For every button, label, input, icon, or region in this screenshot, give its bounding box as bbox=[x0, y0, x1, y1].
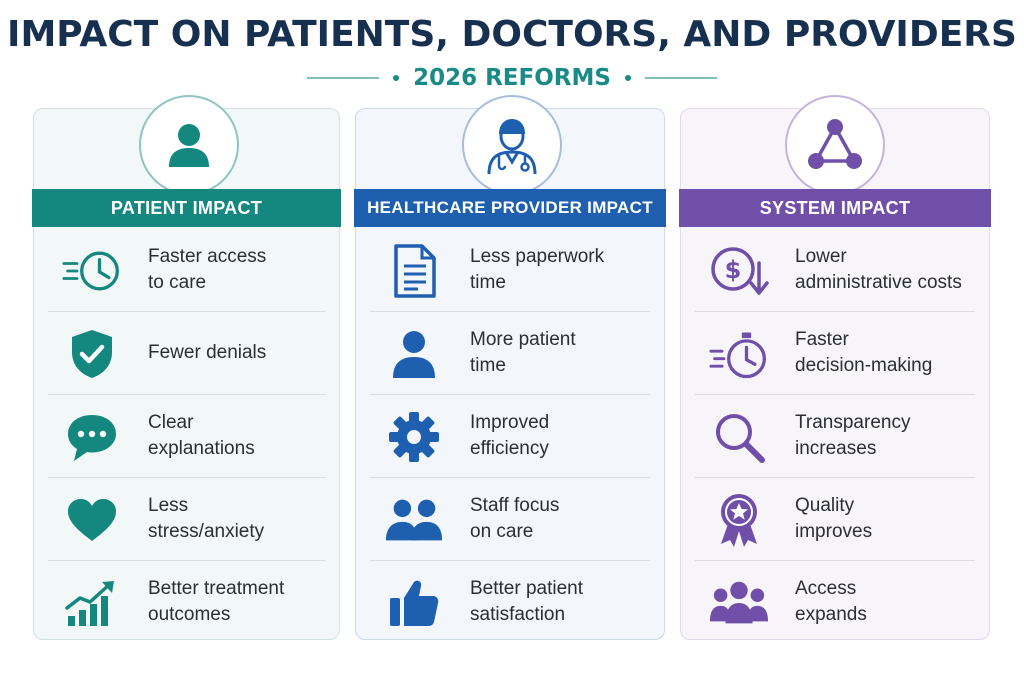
item-text: Faster access to care bbox=[148, 246, 267, 293]
thumbs-up-icon bbox=[384, 577, 444, 629]
divider-left bbox=[307, 77, 380, 79]
item-text: Better treatment outcomes bbox=[148, 578, 285, 625]
patient-impact-list: Faster access to care Fewer denials bbox=[48, 229, 325, 643]
item-text: Transparency increases bbox=[795, 412, 911, 459]
list-item: Transparency increases bbox=[695, 395, 975, 478]
person-icon bbox=[384, 328, 444, 380]
growth-chart-icon bbox=[62, 577, 122, 629]
list-item: Better treatment outcomes bbox=[48, 561, 325, 643]
list-item: Less stress/anxiety bbox=[48, 478, 325, 561]
subtitle-row: 2026 REFORMS bbox=[0, 63, 1024, 93]
fast-clock-icon bbox=[62, 245, 122, 297]
item-text: More patient time bbox=[470, 329, 576, 376]
provider-impact-heading: HEALTHCARE PROVIDER IMPACT bbox=[354, 189, 666, 227]
system-impact-card: SYSTEM IMPACT $ Lower administrative cost… bbox=[679, 95, 991, 643]
shield-check-icon bbox=[62, 328, 122, 380]
doctor-icon bbox=[462, 95, 562, 195]
list-item: Staff focus on care bbox=[370, 478, 650, 561]
provider-impact-list: Less paperwork time More patient time bbox=[370, 229, 650, 643]
document-icon bbox=[384, 244, 444, 298]
list-item: Faster decision-making bbox=[695, 312, 975, 395]
list-item: Clear explanations bbox=[48, 395, 325, 478]
item-text: Access expands bbox=[795, 578, 867, 625]
chat-bubble-icon bbox=[62, 411, 122, 463]
gear-icon bbox=[384, 411, 444, 463]
item-text: Clear explanations bbox=[148, 412, 255, 459]
magnifier-icon bbox=[709, 411, 769, 463]
list-item: Quality improves bbox=[695, 478, 975, 561]
list-item: Less paperwork time bbox=[370, 229, 650, 312]
item-text: Faster decision-making bbox=[795, 329, 933, 376]
list-item: Faster access to care bbox=[48, 229, 325, 312]
item-text: Lower administrative costs bbox=[795, 246, 962, 293]
stopwatch-icon bbox=[709, 328, 769, 380]
item-text: Better patient satisfaction bbox=[470, 578, 584, 625]
group-icon bbox=[709, 577, 769, 629]
page-title: IMPACT ON PATIENTS, DOCTORS, AND PROVIDE… bbox=[7, 14, 1017, 55]
bullet-dot bbox=[624, 75, 631, 81]
list-item: $ Lower administrative costs bbox=[695, 229, 975, 312]
item-text: Less paperwork time bbox=[470, 246, 605, 293]
list-item: Better patient satisfaction bbox=[370, 561, 650, 643]
person-icon bbox=[139, 95, 239, 195]
list-item: Fewer denials bbox=[48, 312, 325, 395]
bullet-dot bbox=[393, 75, 400, 81]
divider-right bbox=[644, 77, 717, 79]
item-text: Fewer denials bbox=[148, 342, 267, 363]
system-impact-list: $ Lower administrative costs bbox=[695, 229, 975, 643]
provider-impact-card: HEALTHCARE PROVIDER IMPACT Less paperwor… bbox=[354, 95, 666, 643]
list-item: Access expands bbox=[695, 561, 975, 643]
award-icon bbox=[709, 494, 769, 547]
heart-icon bbox=[62, 494, 122, 546]
list-item: More patient time bbox=[370, 312, 650, 395]
people-icon bbox=[384, 494, 444, 546]
item-text: Quality improves bbox=[795, 495, 873, 542]
system-impact-heading: SYSTEM IMPACT bbox=[679, 189, 991, 227]
list-item: Improved efficiency bbox=[370, 395, 650, 478]
item-text: Improved efficiency bbox=[470, 412, 550, 459]
patient-impact-card: PATIENT IMPACT Faster access to care bbox=[32, 95, 341, 643]
item-text: Staff focus on care bbox=[470, 495, 560, 542]
patient-impact-heading: PATIENT IMPACT bbox=[32, 189, 341, 227]
network-icon bbox=[785, 95, 885, 195]
subtitle: 2026 REFORMS bbox=[413, 65, 611, 91]
svg-text:$: $ bbox=[725, 256, 742, 284]
dollar-down-icon: $ bbox=[709, 245, 769, 297]
item-text: Less stress/anxiety bbox=[148, 495, 265, 542]
